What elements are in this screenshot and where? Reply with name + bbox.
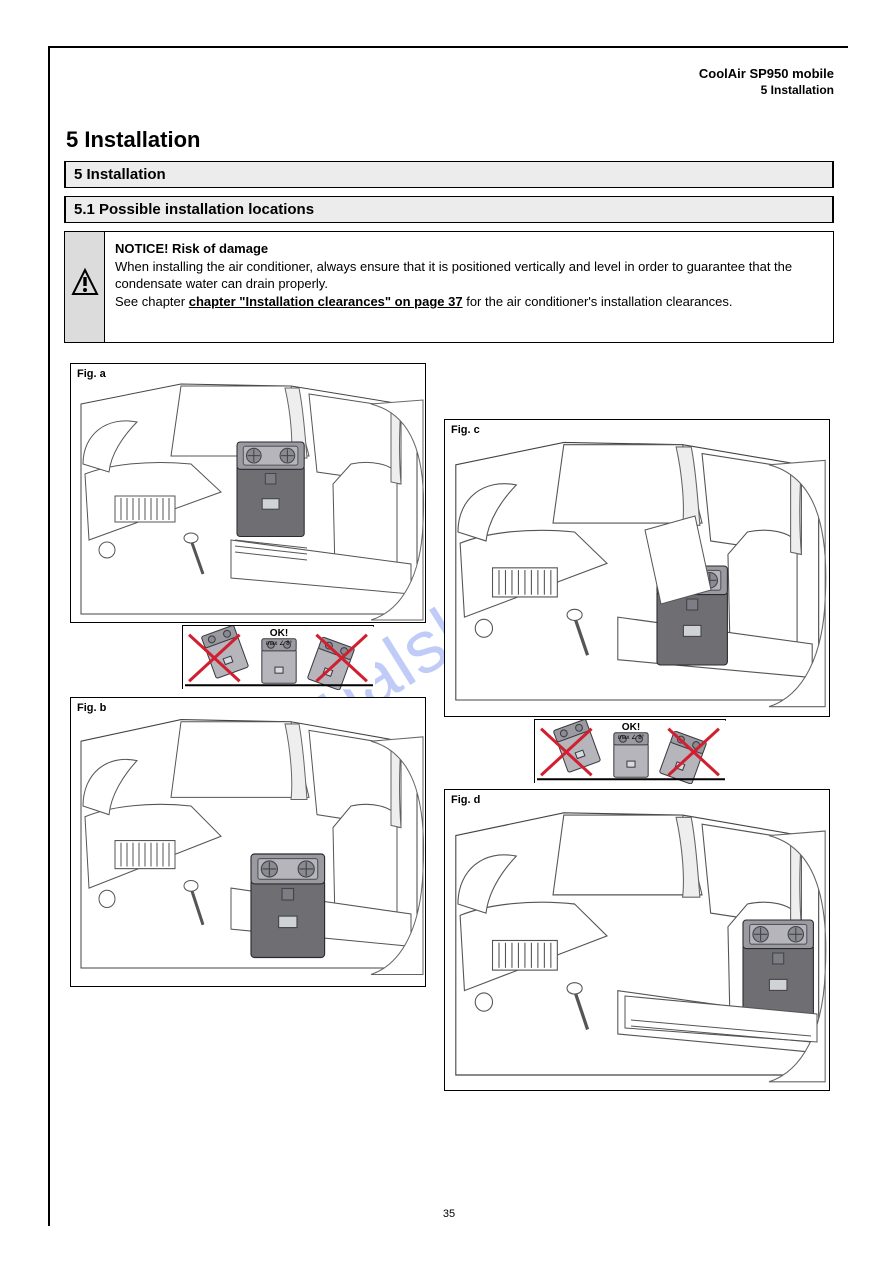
- figure-c: Fig. c: [444, 419, 830, 717]
- ok-strip-a: [182, 625, 374, 689]
- figure-a-caption: Fig. a: [77, 368, 106, 380]
- notice-line1: When installing the air conditioner, alw…: [115, 258, 823, 293]
- figure-c-illustration: [445, 420, 830, 717]
- figure-a: Fig. a: [70, 363, 426, 623]
- subsection-title-bar: 5.1 Possible installation locations: [64, 196, 834, 223]
- ok-strip-c: [534, 719, 726, 783]
- page-number: 35: [50, 1208, 848, 1220]
- running-head: CoolAir SP950 mobile: [64, 66, 834, 81]
- figure-a-illustration: OK! max ∠ 8°: [71, 364, 426, 623]
- notice-lead: NOTICE! Risk of damage: [115, 241, 268, 256]
- attention-icon: [71, 232, 99, 342]
- notice-chapter-ref: chapter "Installation clearances" on pag…: [189, 294, 463, 309]
- figure-d-illustration: [445, 790, 830, 1091]
- notice-box: NOTICE! Risk of damage When installing t…: [64, 231, 834, 343]
- notice-body: NOTICE! Risk of damage When installing t…: [105, 232, 833, 342]
- section-number: 5 Installation: [66, 127, 834, 153]
- subsection-title: 5.1 Possible installation locations: [74, 201, 314, 218]
- section-title: 5 Installation: [74, 166, 166, 183]
- figure-c-caption: Fig. c: [451, 424, 480, 436]
- figure-b: Fig. b: [70, 697, 426, 987]
- figure-b-caption: Fig. b: [77, 702, 106, 714]
- figure-d: Fig. d: [444, 789, 830, 1091]
- figure-d-caption: Fig. d: [451, 794, 480, 806]
- notice-line2: See chapter chapter "Installation cleara…: [115, 293, 823, 311]
- page-frame: CoolAir SP950 mobile 5 Installation 5 In…: [48, 46, 848, 1226]
- figure-b-illustration: [71, 698, 426, 987]
- running-section: 5 Installation: [64, 83, 834, 97]
- notice-icon-cell: [65, 232, 105, 342]
- figure-gallery: Fig. a: [64, 357, 834, 1177]
- page: manualshive.com CoolAir SP950 mobile 5 I…: [0, 0, 893, 1263]
- section-title-bar: 5 Installation: [64, 161, 834, 188]
